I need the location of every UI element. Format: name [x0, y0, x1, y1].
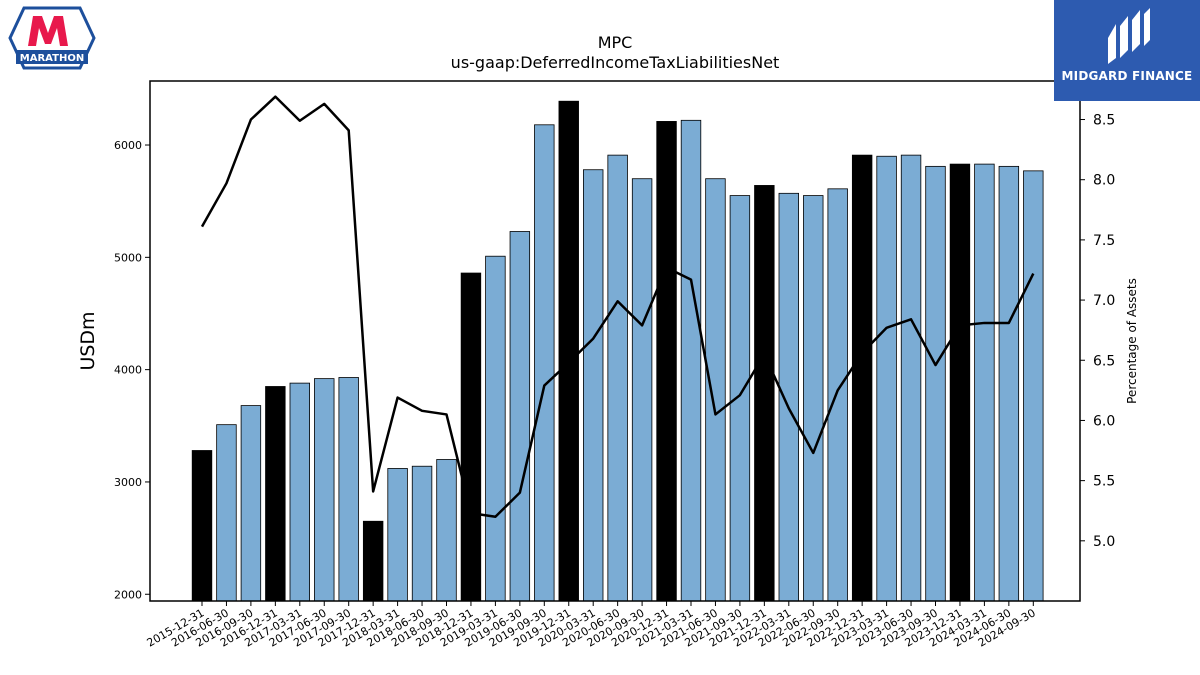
chart-subtitle: us-gaap:DeferredIncomeTaxLiabilitiesNet [451, 53, 780, 72]
y2-tick-label: 7.0 [1093, 293, 1115, 309]
plot-frame [149, 80, 1081, 602]
bar [240, 405, 262, 602]
bar [729, 195, 751, 602]
bar [827, 188, 848, 602]
bar [607, 154, 628, 602]
y-tick-label: 3000 [114, 476, 142, 489]
y2-axis-label: Percentage of Assets [1125, 278, 1139, 404]
bar [1023, 170, 1044, 602]
bar [314, 378, 335, 602]
marathon-shield-icon: MARATHON [8, 6, 96, 70]
bar [558, 100, 579, 602]
bar [851, 154, 873, 602]
y-axis-label: USDm [77, 311, 99, 370]
y2-tick-label: 5.5 [1093, 474, 1115, 490]
bar [705, 178, 726, 602]
bar [803, 195, 824, 602]
y2-tick-label: 6.0 [1093, 413, 1115, 429]
line-series [200, 95, 1035, 518]
bar [338, 377, 359, 602]
bar [876, 155, 897, 602]
axes: 2000 3000 4000 5000 6000 5.0 5.5 6.0 6.5 7.0 7.5 8.… [114, 80, 1115, 650]
y-tick-label: 2000 [114, 588, 142, 601]
bar [362, 520, 384, 602]
midgard-finance-logo: MIDGARD FINANCE [1054, 0, 1200, 101]
bar [949, 163, 971, 602]
bar [656, 121, 677, 602]
y-tick-label: 4000 [114, 364, 142, 377]
bar-series [191, 100, 1044, 602]
bar [754, 185, 775, 602]
midgard-emblem-icon [1108, 8, 1150, 64]
bar [436, 459, 457, 602]
bar [191, 450, 213, 602]
bar [583, 169, 604, 602]
bar [680, 119, 702, 602]
bar [387, 468, 408, 602]
marathon-logo: MARATHON [4, 4, 100, 76]
bar [998, 165, 1020, 602]
bar [974, 163, 995, 602]
y2-tick-label: 5.0 [1093, 534, 1115, 550]
y2-tick-label: 8.0 [1093, 173, 1115, 189]
y2-tick-label: 6.5 [1093, 353, 1115, 369]
y2-tick-label: 7.5 [1093, 233, 1115, 249]
bar [900, 154, 922, 602]
bar [631, 178, 653, 602]
bar [216, 424, 237, 602]
midgard-brand-text: MIDGARD FINANCE [1061, 69, 1193, 83]
bar [460, 272, 482, 602]
y2-tick-label: 8.5 [1093, 113, 1115, 129]
marathon-brand-text: MARATHON [20, 53, 84, 64]
series-line [200, 95, 1035, 518]
bar [509, 231, 531, 602]
bar [534, 124, 555, 602]
y-tick-label: 6000 [114, 139, 142, 152]
bar [411, 465, 433, 602]
bar [485, 255, 506, 602]
bar [289, 382, 311, 602]
bar [778, 192, 800, 602]
bar [925, 165, 946, 602]
bar [265, 386, 286, 602]
chart-title: MPC [598, 33, 633, 52]
y-tick-label: 5000 [114, 251, 142, 264]
